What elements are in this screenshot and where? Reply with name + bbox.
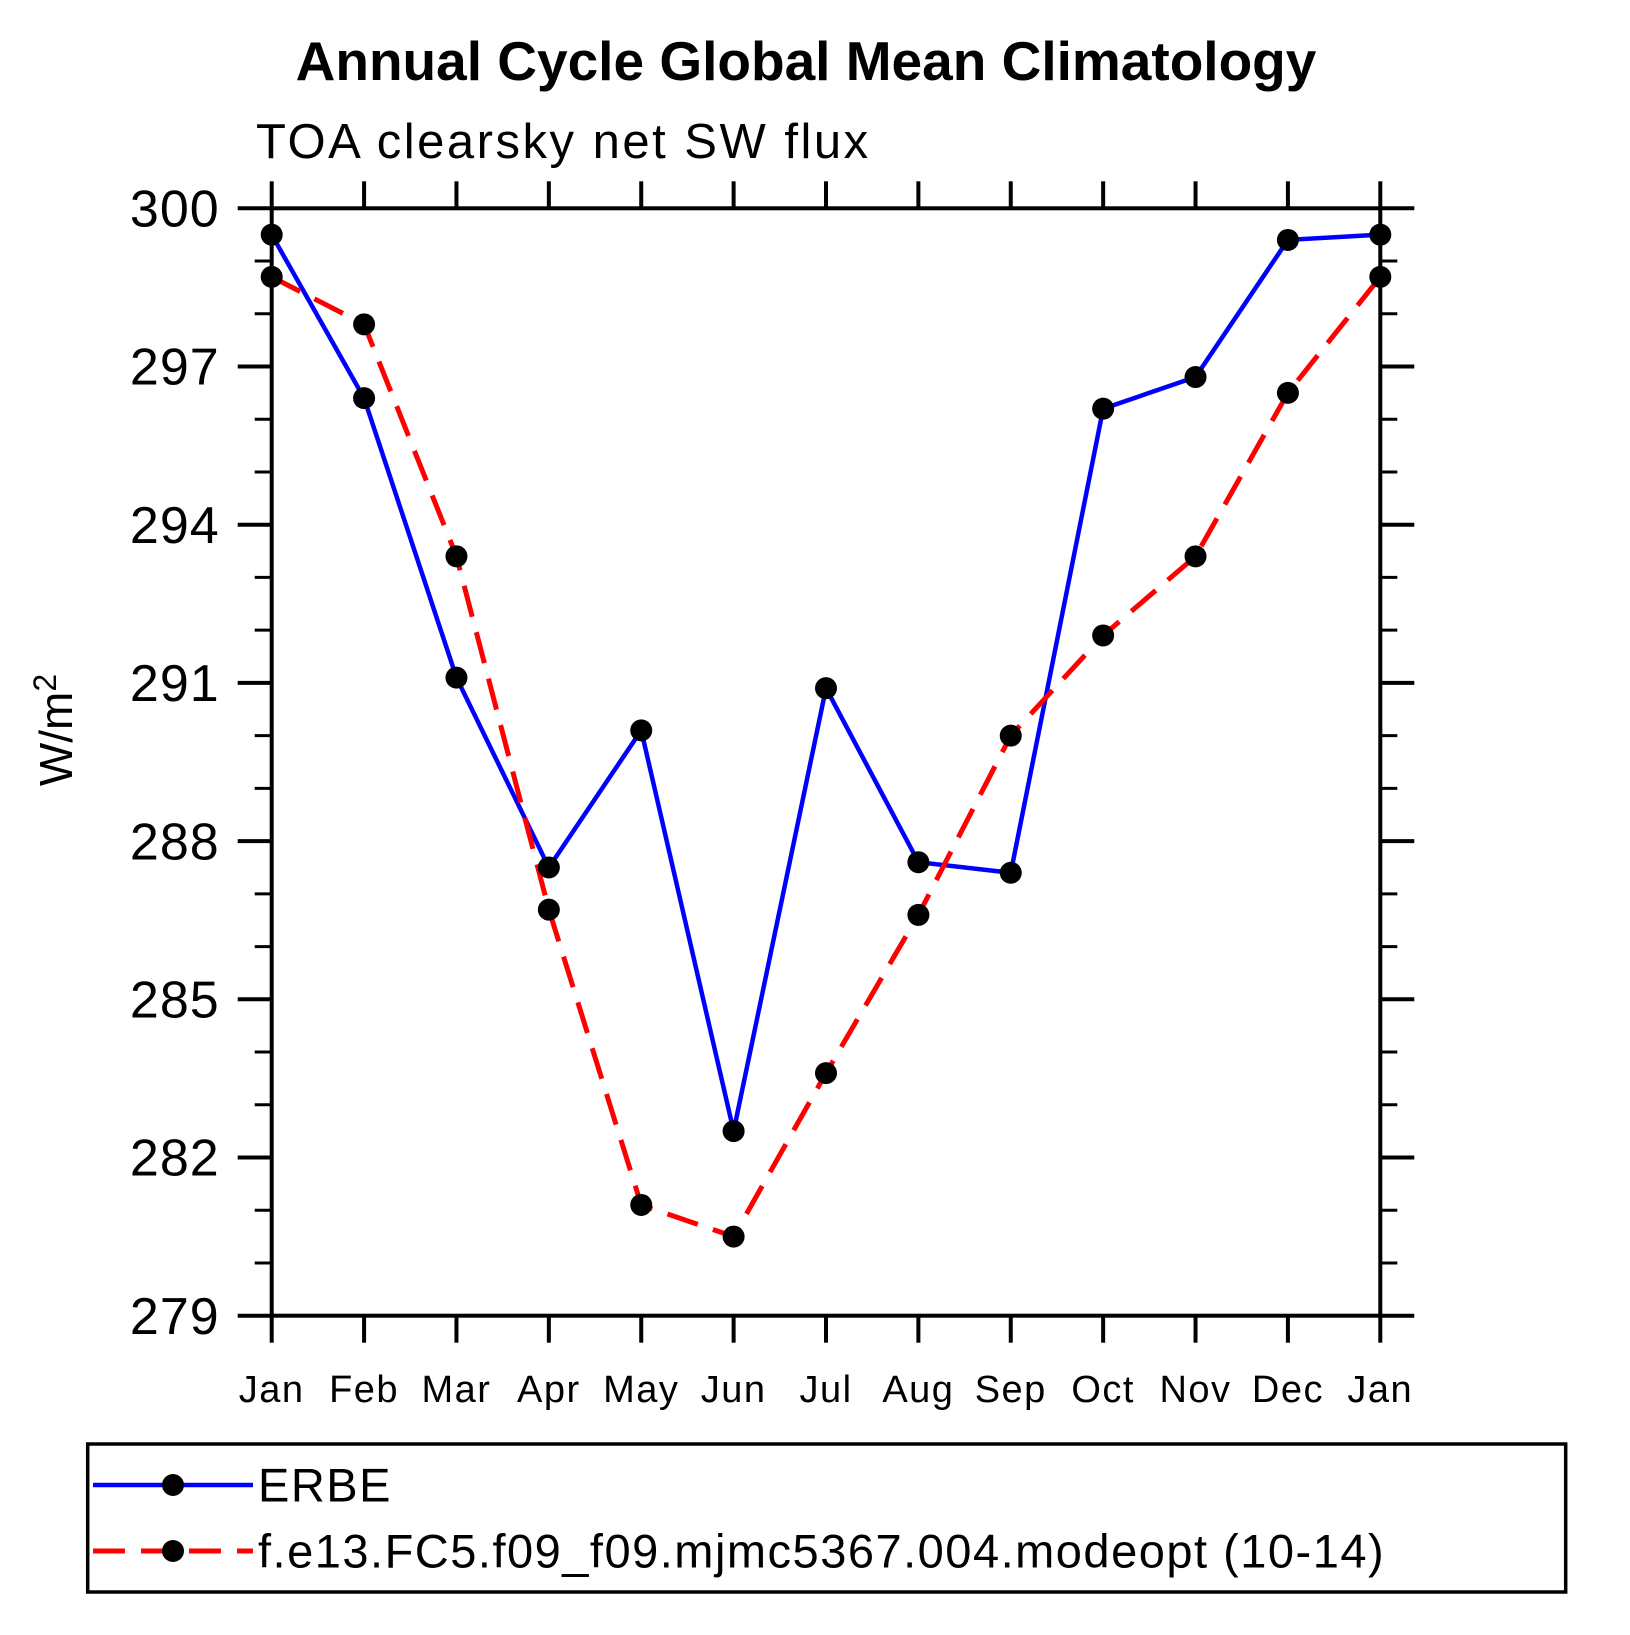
data-point-marker (999, 724, 1022, 747)
legend-box (85, 1442, 1568, 1594)
y-tick-label: 300 (130, 181, 220, 239)
data-point-marker (1184, 545, 1207, 568)
data-point-marker (722, 1225, 745, 1248)
plot-border (269, 206, 1383, 1318)
data-point-marker (1276, 381, 1299, 404)
data-point-marker (999, 861, 1022, 884)
data-point-marker (815, 1062, 837, 1085)
x-tick-label: Feb (329, 1369, 399, 1411)
y-tick-label: 297 (130, 339, 220, 397)
axis-ticks (237, 181, 1415, 1343)
y-tick-label: 285 (130, 972, 220, 1030)
series-lines (269, 232, 1383, 1240)
axis-tick-labels: Jan Feb Mar Apr May Jun Jul Aug Sep Oct Nov Dec Jan 2… (130, 181, 1413, 1412)
x-tick-label: Jun (701, 1369, 767, 1411)
data-point-marker (537, 898, 560, 921)
data-point-marker (907, 851, 930, 874)
series-markers (260, 223, 1392, 1248)
series-line-1 (270, 274, 1383, 1240)
y-tick-label: 279 (130, 1288, 220, 1346)
x-tick-label: Nov (1159, 1369, 1231, 1411)
data-point-marker (353, 313, 376, 336)
x-tick-label: Dec (1252, 1369, 1324, 1411)
chart-title: Annual Cycle Global Mean Climatology (296, 30, 1317, 92)
data-point-marker (1092, 397, 1115, 420)
x-tick-label: May (603, 1369, 679, 1411)
y-axis-unit-exponent: 2 (27, 674, 63, 692)
data-point-marker (630, 719, 653, 742)
legend-marker-icon (162, 1540, 184, 1562)
legend-label-model: f.e13.FC5.f09_f09.mjmc5367.004.modeopt (… (258, 1524, 1385, 1577)
y-tick-label: 294 (130, 497, 220, 555)
data-point-marker (1184, 366, 1207, 389)
data-point-marker (1276, 228, 1299, 251)
x-tick-label: Jul (799, 1369, 852, 1411)
x-tick-label: Oct (1071, 1369, 1135, 1411)
x-tick-label: Apr (517, 1369, 581, 1411)
data-point-marker (907, 903, 930, 926)
data-point-marker (630, 1193, 653, 1216)
data-point-marker (353, 387, 376, 410)
y-axis-unit-base: W/m (30, 692, 82, 787)
data-point-marker (537, 856, 560, 879)
data-point-marker (445, 545, 468, 568)
y-tick-label: 288 (130, 813, 220, 871)
data-point-marker (722, 1120, 745, 1143)
y-tick-label: 291 (130, 655, 220, 713)
legend-marker-icon (162, 1474, 184, 1496)
x-tick-label: Jan (239, 1369, 305, 1411)
x-tick-label: Jan (1347, 1369, 1413, 1411)
x-tick-label: Sep (975, 1369, 1047, 1411)
y-tick-label: 282 (130, 1130, 220, 1188)
chart-subtitle: TOA clearsky net SW flux (256, 115, 871, 169)
data-point-marker (815, 677, 837, 700)
x-tick-label: Mar (421, 1369, 491, 1411)
legend-label-erbe: ERBE (258, 1458, 392, 1511)
y-axis-unit-label: W/m2 (27, 674, 82, 786)
data-point-marker (1092, 624, 1115, 647)
x-tick-label: Aug (882, 1369, 954, 1411)
legend: ERBE f.e13.FC5.f09_f09.mjmc5367.004.mode… (85, 1442, 1568, 1594)
data-point-marker (445, 666, 468, 689)
